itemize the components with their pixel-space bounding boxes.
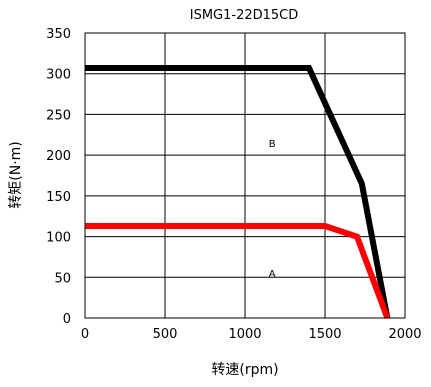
series-line-1 <box>85 223 391 320</box>
x-axis-label: 转速(rpm) <box>211 362 278 378</box>
x-tick-label-1: 500 <box>153 327 178 342</box>
x-tick-label-4: 2000 <box>388 327 421 342</box>
chart-title: ISMG1-22D15CD <box>190 8 299 23</box>
annotation-a: A <box>269 269 276 280</box>
y-tick-label-4: 200 <box>46 149 71 164</box>
tick-labels: 0 500 1000 1500 2000 0 50 100 150 200 250 300 350 <box>46 27 421 342</box>
annotation-b: B <box>269 139 276 150</box>
x-tick-label-0: 0 <box>81 327 89 342</box>
y-tick-label-6: 300 <box>46 68 71 83</box>
series-layer <box>85 65 391 320</box>
series-line-0 <box>85 65 391 319</box>
y-tick-label-3: 150 <box>46 190 71 205</box>
y-tick-label-0: 0 <box>63 312 71 327</box>
annotations: BA <box>269 139 276 280</box>
y-tick-label-7: 350 <box>46 27 71 42</box>
y-tick-label-2: 100 <box>46 231 71 246</box>
x-tick-label-3: 1500 <box>308 327 341 342</box>
y-tick-label-5: 250 <box>46 108 71 123</box>
plot-frame <box>84 32 406 319</box>
y-tick-label-1: 50 <box>54 271 71 286</box>
x-tick-label-2: 1000 <box>228 327 261 342</box>
y-axis-label: 转矩(N·m) <box>8 141 24 208</box>
